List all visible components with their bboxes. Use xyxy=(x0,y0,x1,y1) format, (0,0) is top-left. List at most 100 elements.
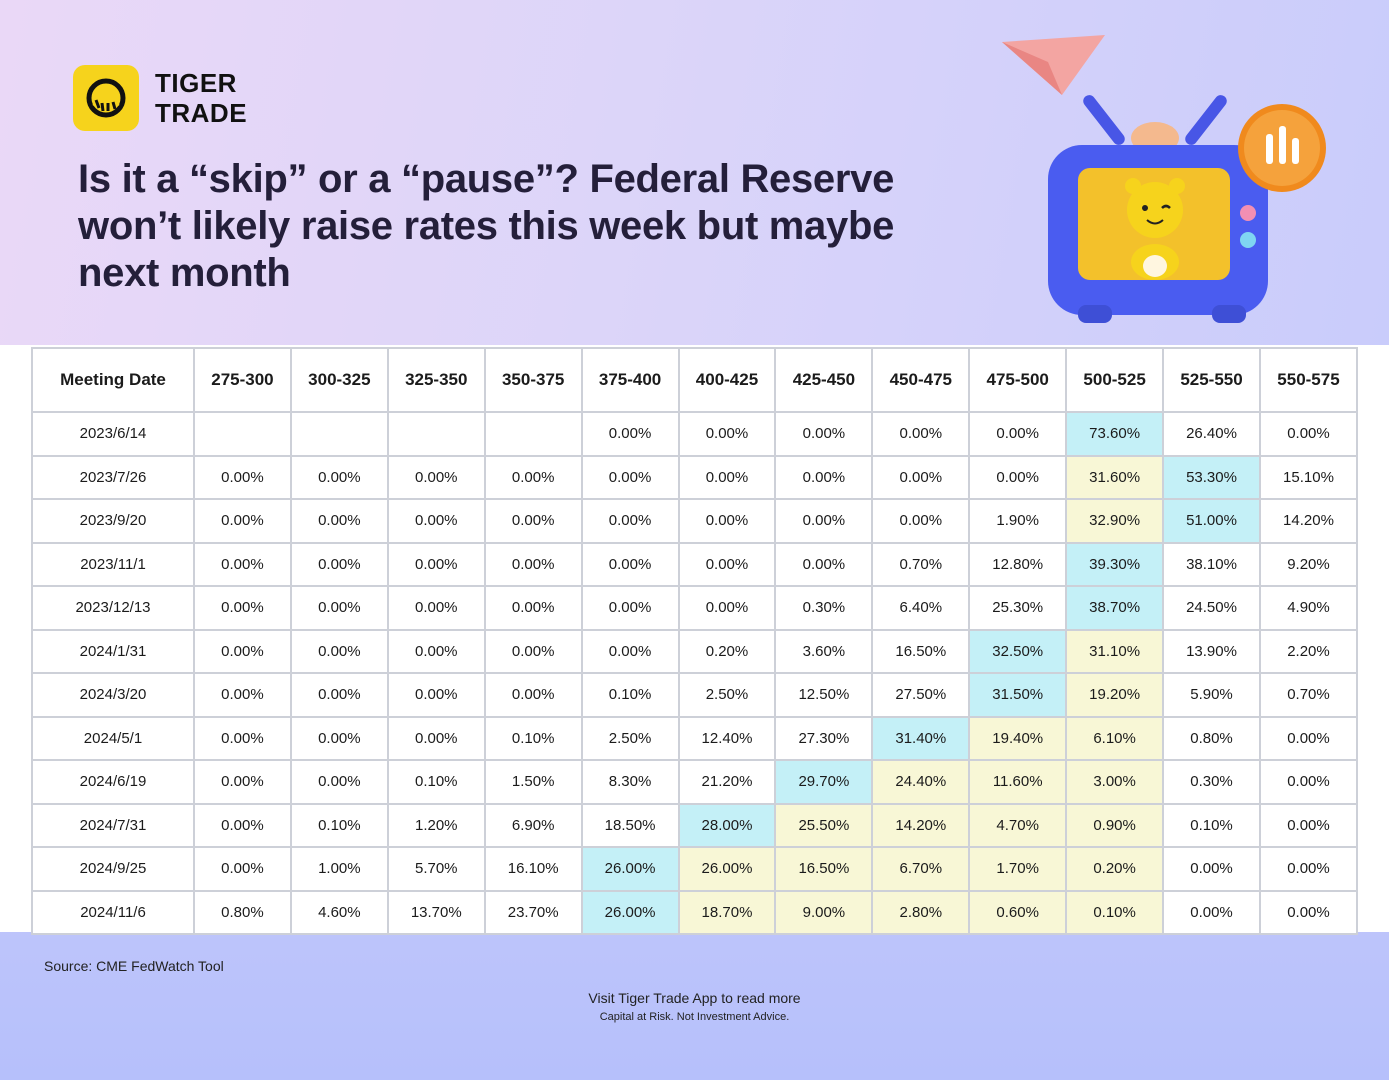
meeting-date-cell: 2023/9/20 xyxy=(31,498,195,544)
probability-cell: 0.80% xyxy=(193,889,292,935)
probability-cell: 4.70% xyxy=(968,802,1068,848)
probability-cell: 0.00% xyxy=(580,585,680,631)
probability-cell: 0.10% xyxy=(483,715,583,761)
table-row: 2024/9/25 0.00% 1.00% 5.70% 16.10% 26.00% 26.0… xyxy=(31,846,1359,892)
probability-cell: 0.00% xyxy=(483,541,583,587)
probability-cell: 0.00% xyxy=(871,498,971,544)
probability-cell: 0.00% xyxy=(193,454,292,500)
probability-cell: 2.50% xyxy=(580,715,680,761)
probability-cell xyxy=(483,411,583,457)
probability-cell: 4.90% xyxy=(1258,585,1359,631)
probability-cell: 0.00% xyxy=(968,454,1068,500)
probability-cell: 0.00% xyxy=(1258,759,1359,805)
probability-cell: 0.00% xyxy=(193,585,292,631)
probability-cell: 0.60% xyxy=(968,889,1068,935)
column-header-350-375: 350-375 xyxy=(483,347,583,413)
probability-cell: 0.00% xyxy=(677,585,777,631)
probability-cell: 38.10% xyxy=(1162,541,1261,587)
probability-cell: 0.00% xyxy=(580,411,680,457)
probability-cell: 0.00% xyxy=(386,454,486,500)
probability-cell: 26.00% xyxy=(580,889,680,935)
brand-logo[interactable]: TIGER TRADE xyxy=(73,65,247,131)
source-note: Source: CME FedWatch Tool xyxy=(44,958,224,974)
brand-line-2: TRADE xyxy=(155,98,248,128)
probability-cell: 29.70% xyxy=(774,759,874,805)
probability-cell: 0.00% xyxy=(1162,846,1261,892)
probability-cell: 0.00% xyxy=(774,411,874,457)
probability-cell xyxy=(289,411,389,457)
probability-cell: 0.00% xyxy=(193,715,292,761)
probability-cell: 0.00% xyxy=(483,454,583,500)
table-row: 2023/7/26 0.00% 0.00% 0.00% 0.00% 0.00% 0.00% 0… xyxy=(31,454,1359,500)
probability-cell: 12.40% xyxy=(677,715,777,761)
probability-cell: 0.00% xyxy=(1258,715,1359,761)
footer-disclaimer: Capital at Risk. Not Investment Advice. xyxy=(599,1011,790,1023)
meeting-date-cell: 2024/11/6 xyxy=(31,889,195,935)
table-row: 2024/5/1 0.00% 0.00% 0.00% 0.10% 2.50% 12.40% 2… xyxy=(31,715,1359,761)
probability-cell: 15.10% xyxy=(1258,454,1359,500)
probability-cell: 0.00% xyxy=(483,628,583,674)
probability-cell: 0.00% xyxy=(1258,846,1359,892)
probability-cell: 8.30% xyxy=(580,759,680,805)
probability-cell: 27.50% xyxy=(871,672,971,718)
probability-cell: 0.00% xyxy=(289,759,389,805)
probability-cell: 9.20% xyxy=(1258,541,1359,587)
meeting-date-cell: 2024/6/19 xyxy=(31,759,195,805)
probability-cell: 0.00% xyxy=(386,541,486,587)
column-header-475-500: 475-500 xyxy=(968,347,1068,413)
probability-cell: 1.90% xyxy=(968,498,1068,544)
probability-cell: 0.00% xyxy=(386,585,486,631)
probability-cell: 0.70% xyxy=(871,541,971,587)
probability-cell: 0.30% xyxy=(774,585,874,631)
probability-cell: 38.70% xyxy=(1065,585,1165,631)
tiger-mascot-icon xyxy=(1125,178,1185,280)
probability-cell: 0.00% xyxy=(289,585,389,631)
meeting-date-cell: 2024/1/31 xyxy=(31,628,195,674)
column-header-275-300: 275-300 xyxy=(193,347,292,413)
probability-cell: 0.00% xyxy=(774,541,874,587)
probability-cell: 2.20% xyxy=(1258,628,1359,674)
probability-cell: 0.70% xyxy=(1258,672,1359,718)
probability-cell: 26.00% xyxy=(580,846,680,892)
column-header-300-325: 300-325 xyxy=(289,347,389,413)
probability-cell xyxy=(193,411,292,457)
column-header-500-525: 500-525 xyxy=(1065,347,1165,413)
probability-cell: 0.00% xyxy=(386,498,486,544)
probability-cell: 32.90% xyxy=(1065,498,1165,544)
fedwatch-probability-table: Meeting Date 275-300 300-325 325-350 350-375… xyxy=(31,347,1359,935)
probability-cell: 16.50% xyxy=(774,846,874,892)
probability-cell: 24.40% xyxy=(871,759,971,805)
probability-cell: 6.90% xyxy=(483,802,583,848)
probability-cell: 19.40% xyxy=(968,715,1068,761)
footer-cta[interactable]: Visit Tiger Trade App to read more xyxy=(588,990,801,1006)
probability-cell: 0.00% xyxy=(193,628,292,674)
meeting-date-cell: 2024/5/1 xyxy=(31,715,195,761)
table-row: 2023/6/14 0.00% 0.00% 0.00% 0.00% 0.00% 73.60%… xyxy=(31,411,1359,457)
probability-cell: 31.40% xyxy=(871,715,971,761)
probability-cell: 18.70% xyxy=(677,889,777,935)
probability-cell: 19.20% xyxy=(1065,672,1165,718)
probability-cell: 39.30% xyxy=(1065,541,1165,587)
probability-cell: 53.30% xyxy=(1162,454,1261,500)
probability-cell: 25.30% xyxy=(968,585,1068,631)
table-row: 2023/9/20 0.00% 0.00% 0.00% 0.00% 0.00% 0.00% 0… xyxy=(31,498,1359,544)
probability-cell: 1.00% xyxy=(289,846,389,892)
column-header-450-475: 450-475 xyxy=(871,347,971,413)
table-row: 2024/11/6 0.80% 4.60% 13.70% 23.70% 26.00% 18.… xyxy=(31,889,1359,935)
probability-cell xyxy=(386,411,486,457)
probability-cell: 0.00% xyxy=(580,541,680,587)
probability-cell: 6.10% xyxy=(1065,715,1165,761)
probability-cell: 0.00% xyxy=(386,672,486,718)
probability-cell: 9.00% xyxy=(774,889,874,935)
column-header-325-350: 325-350 xyxy=(386,347,486,413)
probability-cell: 0.20% xyxy=(1065,846,1165,892)
probability-cell: 16.50% xyxy=(871,628,971,674)
probability-cell: 0.00% xyxy=(193,759,292,805)
probability-cell: 0.00% xyxy=(289,454,389,500)
probability-cell: 0.80% xyxy=(1162,715,1261,761)
probability-cell: 0.00% xyxy=(580,454,680,500)
table-row: 2024/6/19 0.00% 0.00% 0.10% 1.50% 8.30% 21.20%… xyxy=(31,759,1359,805)
tiger-logo-icon xyxy=(73,65,139,131)
probability-cell: 12.80% xyxy=(968,541,1068,587)
probability-cell: 0.00% xyxy=(193,672,292,718)
